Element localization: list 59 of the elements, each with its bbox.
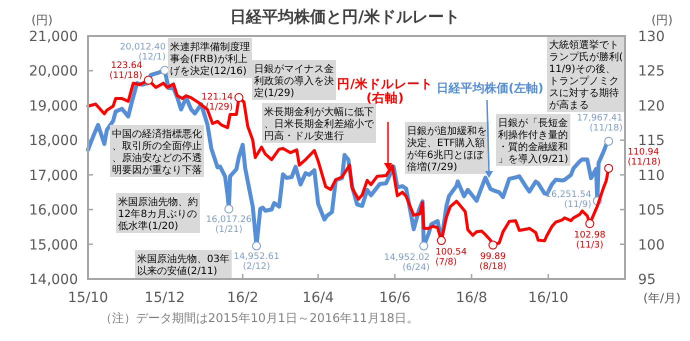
point [436, 236, 446, 246]
data-label: 100.54 (7/8) [435, 248, 468, 268]
y2-tick-label: 95 [638, 272, 656, 288]
y-tick-label: 20,000 [29, 64, 78, 80]
text: 円/米ドルレート (右軸) [337, 76, 433, 105]
point [604, 136, 614, 146]
point [419, 241, 428, 250]
data-label: 123.64 (11/18) [109, 61, 143, 82]
y-tick-label: 16,000 [29, 202, 78, 219]
y2-tick-label: 125 [638, 64, 665, 80]
point [252, 241, 262, 250]
data-label: 14,952.61 (2/12) [234, 252, 280, 272]
annotation: 中国の経済指標悪化、取引所の全面停止、原油安などの不透明要因が重なり下落 [110, 125, 204, 177]
x-tick-label: 16/4 [302, 290, 334, 306]
y2-axis-title: (円) [651, 13, 673, 27]
annotation: 日銀が「長短金利操作付き量的・質的金融緩和」を導入(9/21) [496, 114, 570, 166]
annotation: 米国原油先物、03年以来の安値(2/11) [135, 250, 232, 278]
point [234, 93, 244, 102]
point [585, 219, 594, 228]
annotation: 日銀が追加緩和を決定、ETF購入額が年6兆円とほぼ倍増(7/29) [405, 122, 489, 174]
annotation: 米長期金利が大幅に低下、日米長期金利差縮小で円高・ドル安進行 [262, 103, 376, 143]
x-tick-label: 15/12 [144, 290, 185, 306]
data-label: 121.14 (1/29) [201, 92, 234, 113]
annotation: 米連邦準備制度理事会(FRB)が利上げを決定(12/16) [168, 38, 252, 78]
y-tick-label: 14,000 [29, 272, 78, 288]
data-label: 20,012.40 (12/1) [120, 42, 166, 62]
data-label: 102.98 (11/3) [574, 230, 606, 251]
x-tick-label: 16/2 [226, 290, 258, 306]
y-tick-label: 18,000 [29, 133, 78, 150]
x-tick-label: 16/10 [528, 290, 568, 306]
y-tick-label: 15,000 [29, 237, 78, 254]
x-axis-title: (年/月) [643, 291, 681, 305]
data-label: 14,952.02 (6/24) [384, 252, 430, 273]
text: （注）データ期間は2015年10月1日～2016年11月18日。 [100, 311, 419, 325]
point [604, 164, 614, 173]
y-tick-label: 19,000 [29, 98, 78, 114]
x-tick-label: 16/8 [456, 290, 488, 306]
y2-tick-label: 105 [638, 202, 665, 219]
y-tick-label: 17,000 [29, 168, 78, 184]
x-tick-label: 15/10 [68, 290, 108, 306]
data-label: 110.94 (11/18) [628, 147, 661, 168]
point [224, 204, 234, 214]
y2-tick-label: 100 [638, 237, 665, 254]
data-label: 17,967.41 (11/18) [576, 113, 623, 134]
y-tick-label: 21,000 [29, 29, 78, 45]
data-label: 16,017.26 (1/21) [206, 214, 252, 235]
point [144, 76, 153, 85]
point [488, 240, 498, 250]
annotation: 大統領選挙でトランプ氏が勝利(11/9)その後、トランプノミクスに対する期待が高まる [547, 36, 625, 112]
x-tick-label: 16/6 [379, 290, 411, 306]
y2-tick-label: 110 [638, 168, 665, 184]
y2-tick-label: 120 [638, 98, 665, 114]
annotation: 米国原油先物、約12年8カ月ぶりの低水準(1/20) [116, 193, 200, 233]
chart-title: 日経平均株価と円/米ドルレート [230, 7, 460, 26]
y-axis-title: (円) [31, 13, 53, 27]
y2-tick-label: 130 [638, 29, 665, 45]
annotation: 日銀がマイナス金利政策の導入を決定(1/29) [252, 60, 336, 100]
data-label: 99.89 (8/18) [479, 252, 507, 272]
text: 日経平均株価(左軸) [436, 81, 544, 95]
